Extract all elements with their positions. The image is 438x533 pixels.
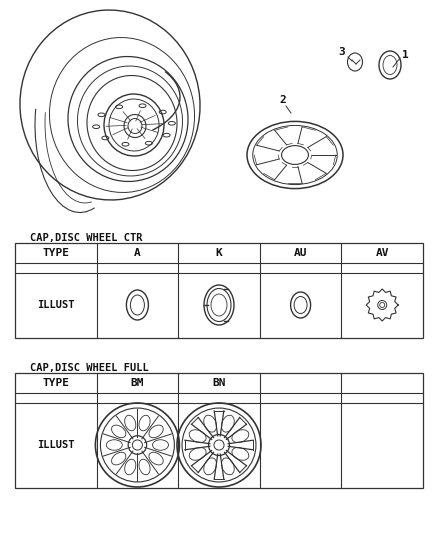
Text: TYPE: TYPE (42, 378, 69, 388)
Text: AU: AU (294, 248, 307, 258)
Text: 1: 1 (402, 50, 408, 60)
Bar (15, 243, 423, 338)
Text: ILLUST: ILLUST (37, 440, 74, 450)
Text: BM: BM (131, 378, 144, 388)
Bar (15, 373, 423, 488)
Text: CAP,DISC WHEEL CTR: CAP,DISC WHEEL CTR (30, 233, 142, 243)
Text: 3: 3 (339, 47, 346, 57)
Text: ILLUST: ILLUST (37, 300, 74, 310)
Text: K: K (215, 248, 223, 258)
Text: 2: 2 (279, 95, 286, 105)
Text: A: A (134, 248, 141, 258)
Text: TYPE: TYPE (42, 248, 69, 258)
Text: BN: BN (212, 378, 226, 388)
Text: AV: AV (375, 248, 389, 258)
Text: CAP,DISC WHEEL FULL: CAP,DISC WHEEL FULL (30, 363, 149, 373)
